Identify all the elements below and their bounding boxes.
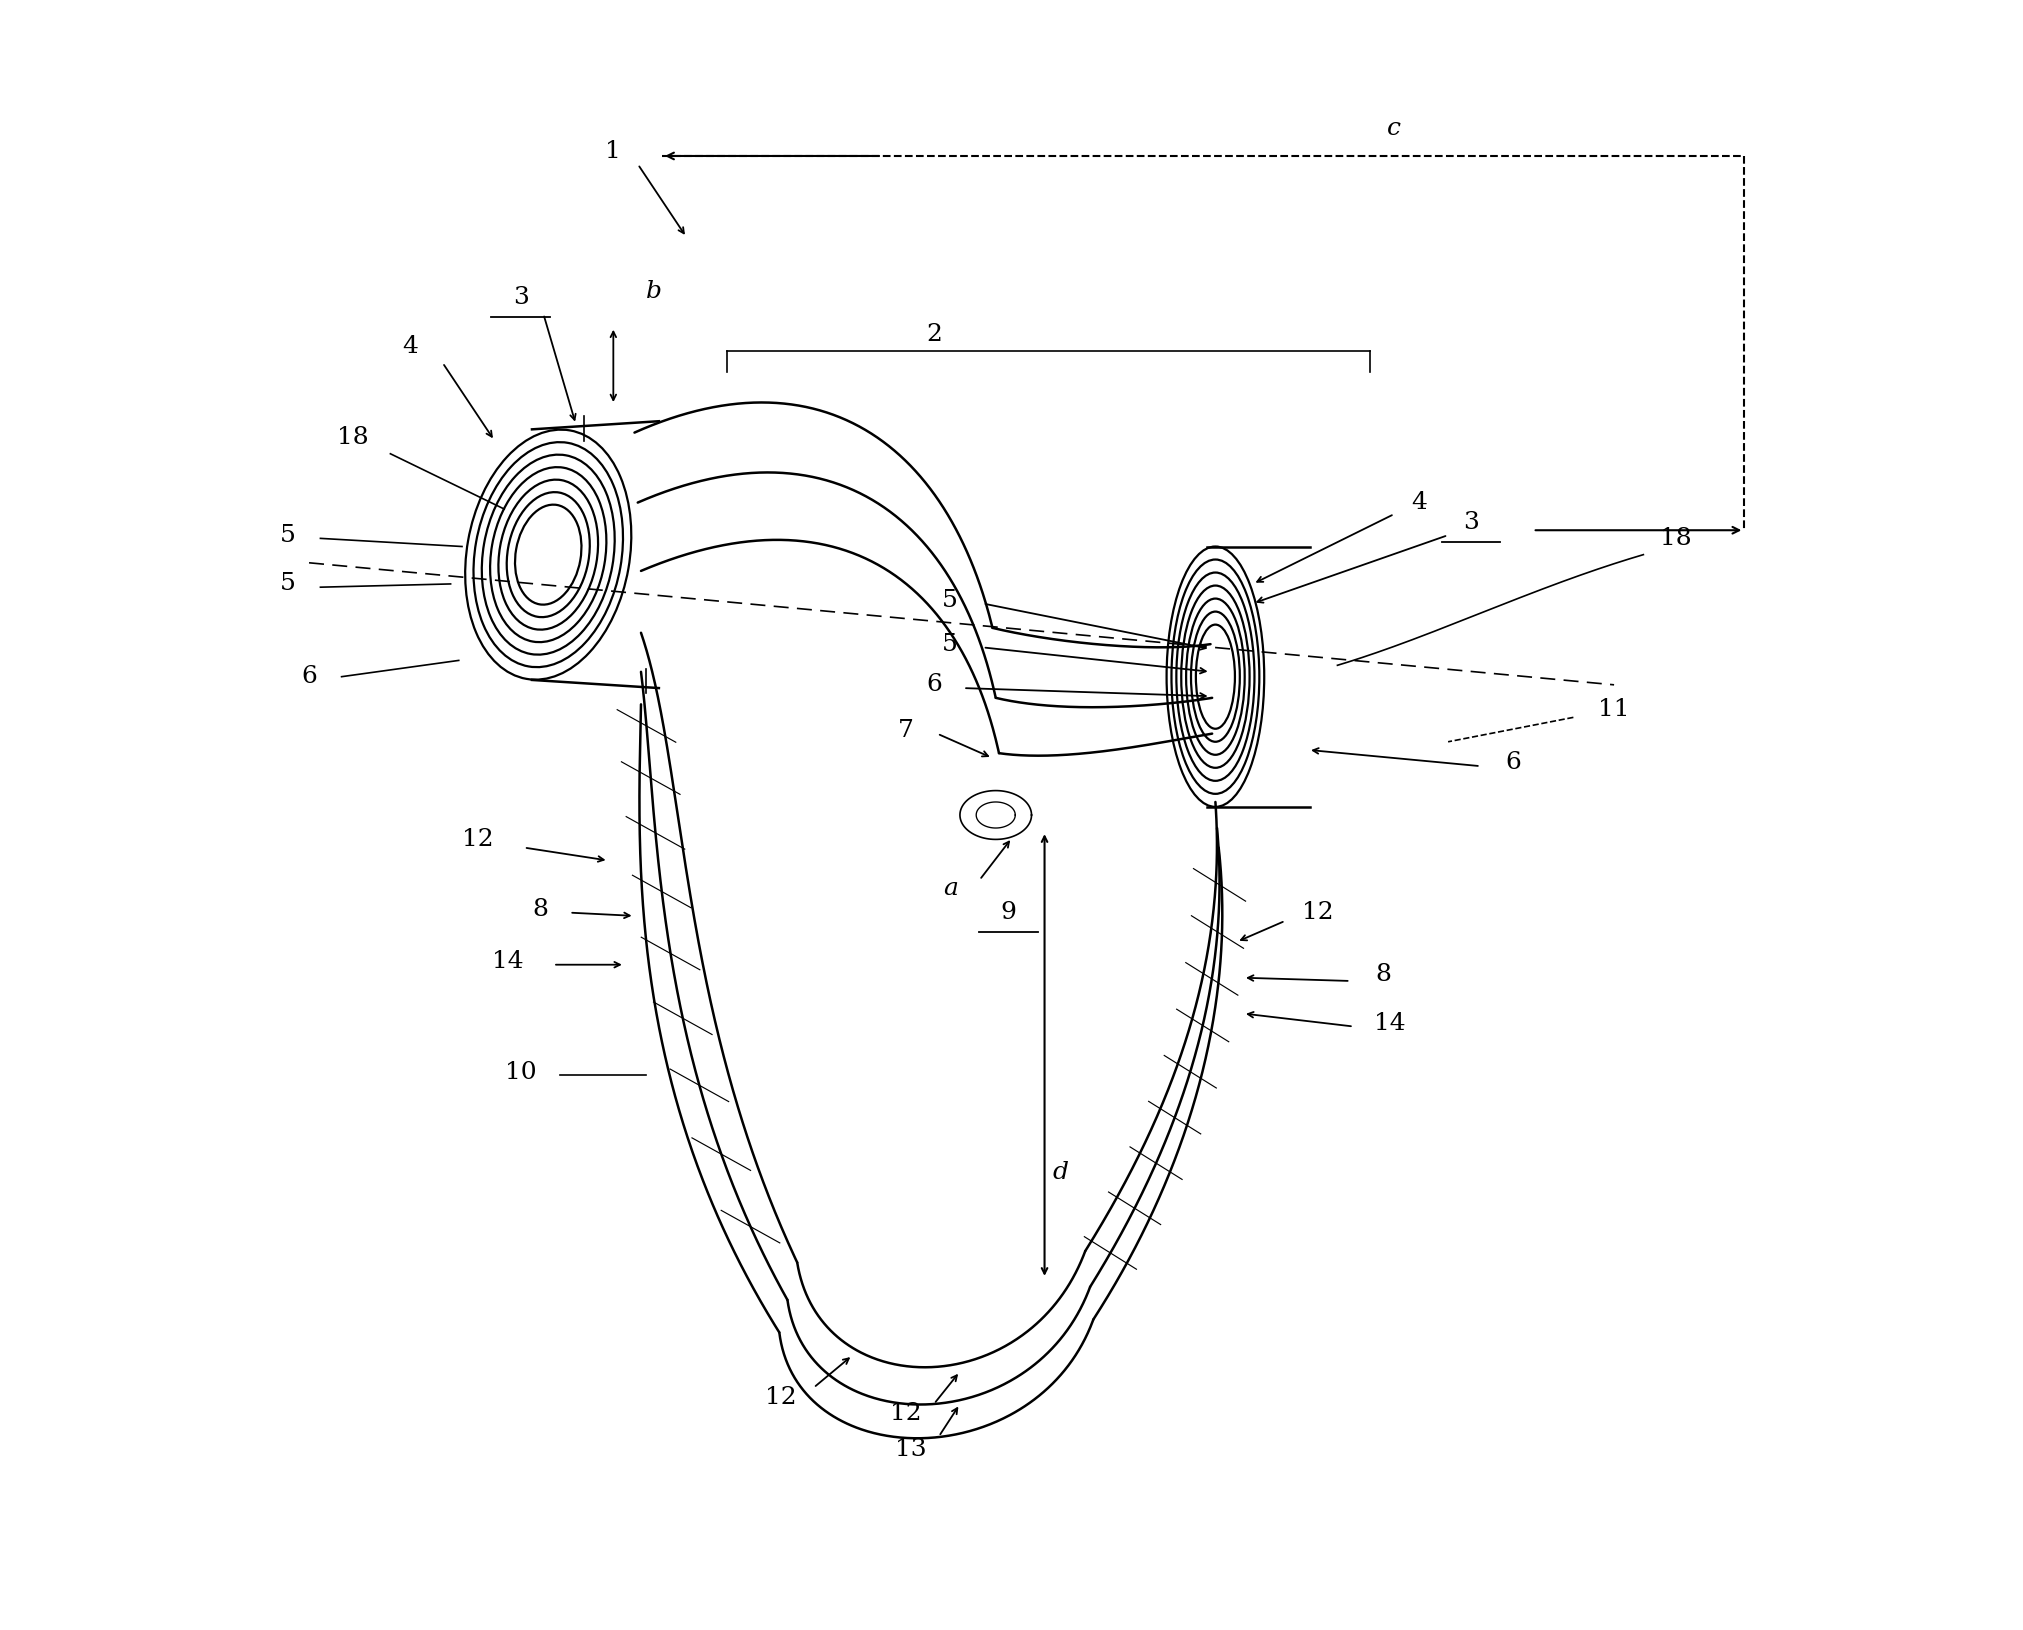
Text: 2: 2 xyxy=(925,323,941,347)
Text: 13: 13 xyxy=(894,1438,927,1460)
Text: 12: 12 xyxy=(1301,901,1333,924)
Text: 5: 5 xyxy=(279,523,295,546)
Text: 14: 14 xyxy=(492,950,524,973)
Text: 3: 3 xyxy=(1463,510,1479,533)
Text: d: d xyxy=(1052,1162,1068,1185)
Text: 18: 18 xyxy=(338,425,368,448)
Text: 11: 11 xyxy=(1598,698,1629,720)
Text: 5: 5 xyxy=(943,588,957,611)
Text: 5: 5 xyxy=(943,632,957,655)
Text: c: c xyxy=(1386,117,1400,140)
Text: 4: 4 xyxy=(1410,491,1426,513)
Text: 8: 8 xyxy=(532,898,548,921)
Text: 6: 6 xyxy=(1505,751,1521,774)
Text: 1: 1 xyxy=(605,140,621,163)
Text: 10: 10 xyxy=(504,1061,536,1084)
Text: 12: 12 xyxy=(461,828,494,851)
Text: a: a xyxy=(943,877,957,900)
Text: 7: 7 xyxy=(898,719,914,742)
Text: 8: 8 xyxy=(1374,963,1390,986)
Text: 14: 14 xyxy=(1374,1012,1404,1035)
Text: 9: 9 xyxy=(999,901,1016,924)
Text: b: b xyxy=(645,279,662,303)
Text: 12: 12 xyxy=(890,1402,922,1425)
Text: 3: 3 xyxy=(512,285,528,310)
Text: 6: 6 xyxy=(925,673,941,696)
Text: 4: 4 xyxy=(403,334,417,359)
Text: 18: 18 xyxy=(1659,526,1691,549)
Text: 12: 12 xyxy=(765,1386,797,1408)
Text: 6: 6 xyxy=(301,665,318,688)
Text: 5: 5 xyxy=(279,572,295,595)
